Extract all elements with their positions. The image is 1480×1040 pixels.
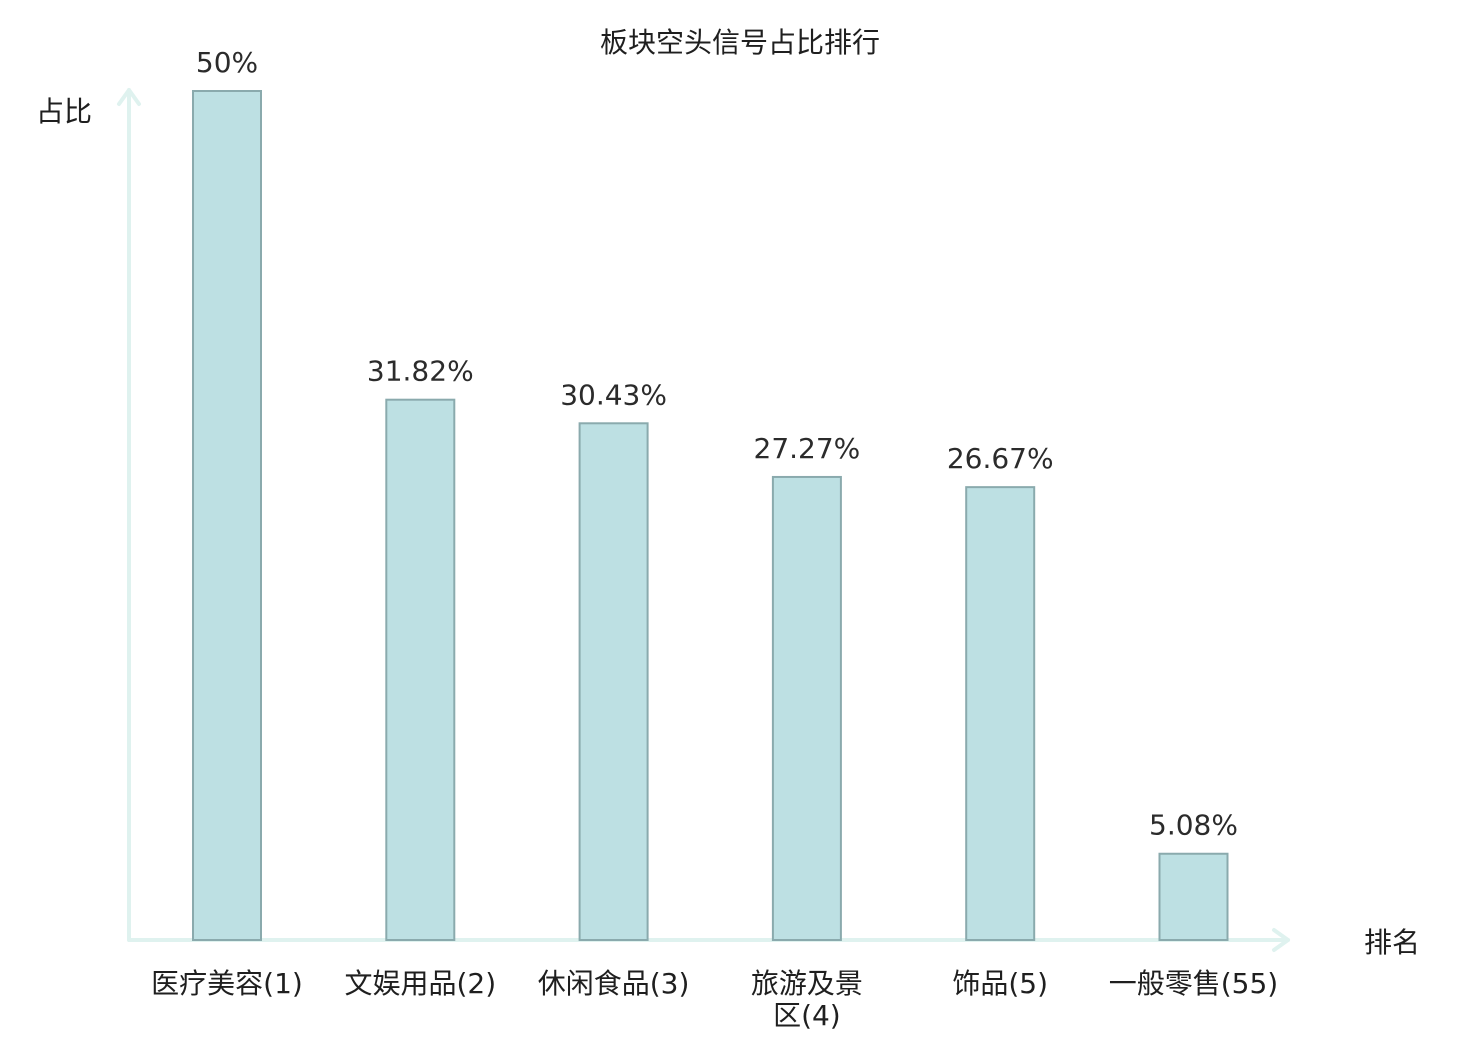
- x-axis-label: 排名: [1364, 926, 1420, 959]
- bar: [1158, 852, 1229, 941]
- value-label: 26.67%: [947, 442, 1054, 475]
- value-label: 5.08%: [1149, 809, 1238, 842]
- axes: [117, 88, 1290, 952]
- bar: [771, 475, 842, 941]
- value-label: 31.82%: [367, 355, 474, 388]
- y-axis-label: 占比: [36, 95, 92, 128]
- bar: [192, 90, 262, 941]
- value-labels: 50% 31.82% 30.43% 27.27% 26.67% 5.08%: [196, 46, 1238, 842]
- chart-title: 板块空头信号占比排行: [600, 26, 880, 59]
- category-label: 区(4): [773, 999, 841, 1032]
- category-label: 休闲食品(3): [538, 967, 690, 1000]
- bar: [578, 422, 649, 942]
- y-axis-arrow: [117, 88, 141, 106]
- bar: [385, 398, 456, 941]
- value-label: 30.43%: [560, 378, 667, 411]
- x-axis-arrow: [1272, 928, 1290, 952]
- category-label: 医疗美容(1): [151, 967, 303, 1000]
- category-label: 一般零售(55): [1109, 967, 1278, 1000]
- value-label: 50%: [196, 46, 258, 79]
- category-label: 文娱用品(2): [344, 967, 496, 1000]
- value-label: 27.27%: [754, 432, 861, 465]
- category-label: 旅游及景: [751, 967, 863, 1000]
- bar: [965, 486, 1036, 941]
- category-label: 饰品(5): [952, 967, 1048, 1000]
- bars: [192, 90, 1229, 942]
